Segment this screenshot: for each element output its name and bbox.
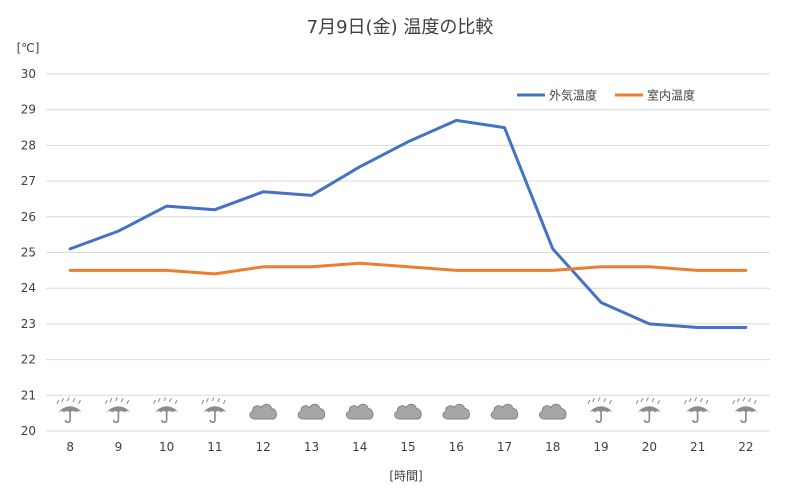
x-tick-label: 12 — [256, 440, 271, 454]
gridlines — [46, 73, 770, 432]
umbrella-rain-icon — [683, 396, 711, 423]
y-tick-label: 24 — [21, 281, 36, 295]
cloud-icon — [538, 403, 567, 420]
umbrella-rain-icon — [731, 396, 759, 423]
legend-label: 外気温度 — [549, 88, 597, 103]
cloud-icon — [297, 403, 326, 420]
umbrella-rain-icon — [152, 396, 180, 423]
x-tick-label: 9 — [115, 440, 123, 454]
x-axis-title: [時間] — [389, 469, 422, 483]
y-tick-label: 20 — [21, 424, 36, 438]
umbrella-rain-icon — [104, 396, 132, 423]
x-tick-label: 10 — [159, 440, 174, 454]
x-tick-label: 13 — [304, 440, 319, 454]
y-tick-label: 22 — [21, 353, 36, 367]
umbrella-rain-icon — [56, 396, 84, 423]
x-tick-label: 15 — [400, 440, 415, 454]
y-tick-label: 21 — [21, 388, 36, 402]
y-tick-label: 30 — [21, 67, 36, 81]
cloud-icon — [394, 403, 422, 420]
cloud-icon — [442, 403, 470, 420]
y-tick-label: 25 — [21, 246, 36, 260]
weather-icons — [56, 396, 759, 423]
x-tick-label: 17 — [497, 440, 512, 454]
series-lines — [68, 118, 748, 329]
x-tick-label: 20 — [642, 440, 657, 454]
legend-label: 室内温度 — [647, 88, 695, 103]
y-tick-label: 23 — [21, 317, 36, 331]
x-tick-label: 22 — [738, 440, 753, 454]
y-tick-label: 28 — [21, 138, 36, 152]
x-tick-label: 19 — [593, 440, 608, 454]
legend: 外気温度 室内温度 — [517, 88, 695, 103]
cloud-icon — [490, 403, 519, 420]
series-line-2 — [68, 261, 748, 276]
y-tick-label: 26 — [21, 210, 36, 224]
umbrella-rain-icon — [635, 396, 663, 423]
y-axis-unit: [℃] — [17, 41, 40, 55]
x-tick-label: 21 — [690, 440, 705, 454]
cloud-icon — [345, 403, 374, 420]
y-axis-ticks: 20 21 22 23 24 25 26 27 28 29 30 — [21, 67, 36, 438]
x-tick-label: 11 — [207, 440, 222, 454]
y-tick-label: 29 — [21, 103, 36, 117]
umbrella-rain-icon — [587, 396, 615, 423]
y-tick-label: 27 — [21, 174, 36, 188]
x-tick-label: 18 — [545, 440, 560, 454]
chart-title: 7月9日(金) 温度の比較 — [307, 17, 494, 38]
series-line-1 — [68, 118, 748, 329]
x-tick-label: 8 — [66, 440, 74, 454]
cloud-icon — [249, 403, 277, 420]
x-tick-label: 16 — [449, 440, 464, 454]
umbrella-rain-icon — [200, 396, 228, 423]
x-axis-ticks: 8 9 10 11 12 13 14 15 16 17 18 19 20 21 22 — [66, 440, 753, 454]
x-tick-label: 14 — [352, 440, 367, 454]
